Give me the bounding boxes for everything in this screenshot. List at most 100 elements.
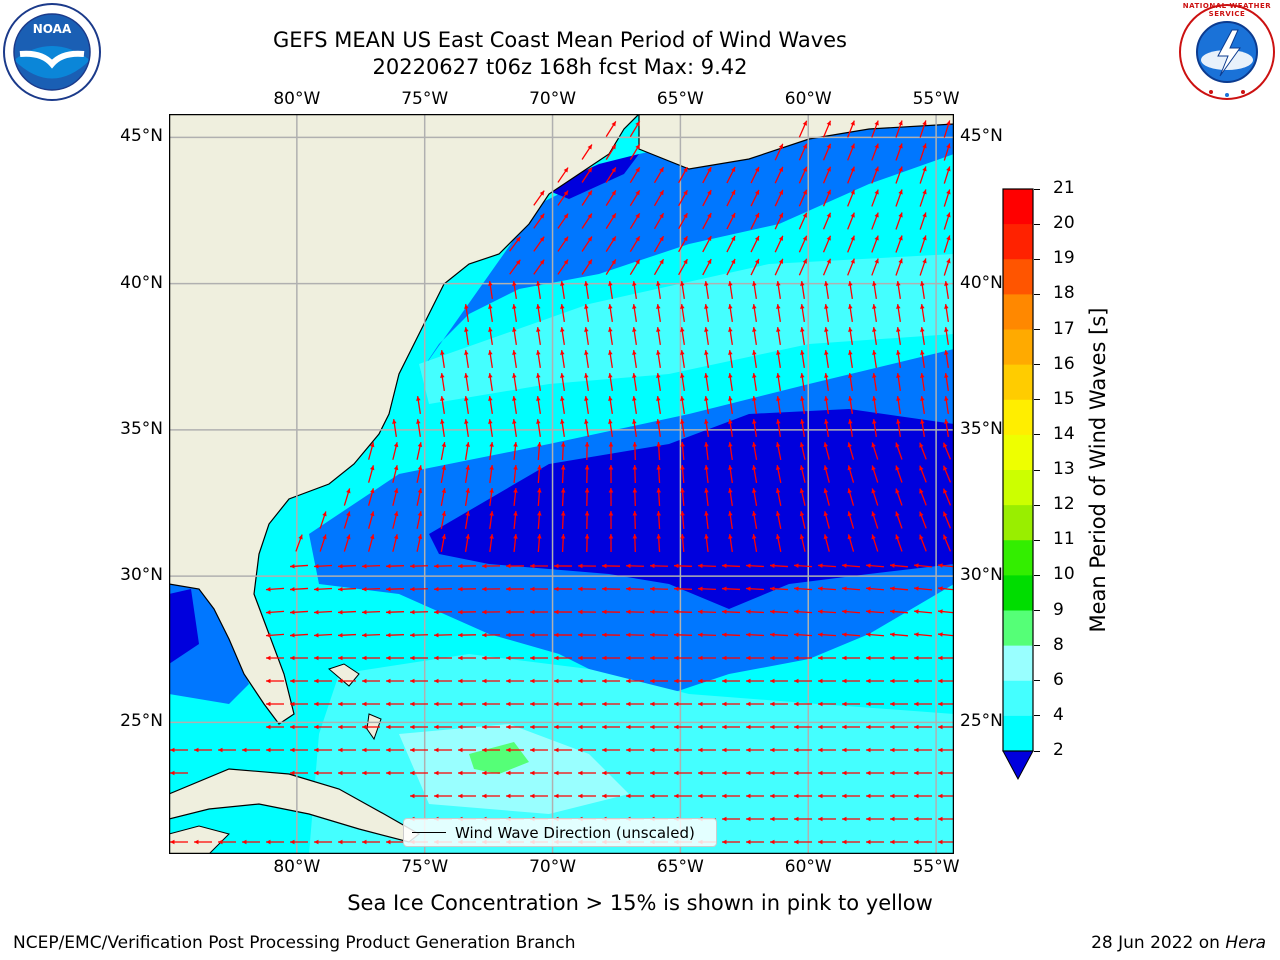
direction-arrow [943,120,951,138]
direction-arrow [289,564,309,569]
colorbar-tick-9: 9 [1053,599,1064,620]
direction-arrow [194,839,212,845]
colorbar-band-10 [1003,540,1033,576]
direction-arrow [464,396,469,414]
direction-arrow [728,304,733,322]
direction-arrow [608,419,613,437]
direction-arrow [865,632,885,637]
direction-arrow [605,144,617,160]
direction-arrow [800,281,805,299]
direction-arrow [458,724,476,730]
colorbar-band-14 [1003,680,1033,717]
direction-arrow [629,235,641,253]
direction-arrow [533,259,545,275]
direction-arrow [680,510,685,530]
direction-arrow [537,464,542,484]
direction-arrow [704,396,709,414]
direction-arrow [889,609,909,614]
lat-label-left-4: 25°N [120,711,163,732]
colorbar-tick-2: 2 [1053,740,1064,760]
direction-arrow [895,143,903,161]
direction-arrow [488,281,493,299]
direction-arrow [944,304,949,322]
direction-arrow [895,235,903,253]
direction-arrow [673,586,693,592]
direction-arrow [800,419,805,437]
direction-arrow [434,678,452,684]
lat-label-right-1: 40°N [960,272,1003,293]
direction-arrow [794,839,812,845]
direction-arrow [626,724,644,730]
direction-arrow [728,465,733,483]
direction-arrow [529,586,549,592]
direction-arrow [416,488,423,506]
direction-arrow [698,655,716,661]
direction-arrow [722,701,740,707]
direction-arrow [289,633,309,638]
direction-arrow [823,534,830,552]
direction-arrow [509,236,521,252]
direction-arrow [769,586,789,591]
direction-arrow [800,350,805,368]
colorbar-tick-17: 17 [1053,318,1075,339]
wind-wave-period-map [169,114,954,854]
direction-arrow [601,563,621,569]
direction-arrow [895,212,903,230]
direction-arrow [632,510,638,530]
direction-arrow [824,350,829,368]
direction-arrow [895,488,903,506]
direction-arrow [481,632,501,638]
direction-arrow [871,166,879,184]
direction-arrow [464,488,470,506]
direction-arrow [751,442,758,460]
direction-arrow [914,816,932,822]
direction-arrow [823,488,830,506]
direction-arrow [919,534,927,552]
lon-label-top-2: 70°W [529,89,577,109]
direction-arrow [798,189,808,207]
direction-arrow [895,189,903,207]
direction-arrow [512,281,517,299]
direction-arrow [554,701,572,707]
direction-arrow [822,258,832,276]
direction-arrow [841,586,861,591]
direction-arrow [702,235,712,253]
direction-arrow [824,281,829,299]
direction-arrow [608,350,613,368]
direction-arrow [678,166,688,184]
direction-arrow [513,441,518,461]
direction-arrow [649,586,669,592]
direction-arrow [847,442,855,460]
direction-arrow [581,236,593,252]
direction-arrow [489,510,494,530]
direction-arrow [512,396,517,414]
direction-arrow [313,586,333,592]
direction-arrow [818,655,836,661]
direction-arrow [512,350,517,368]
direction-arrow [799,442,806,460]
colorbar-tick-13: 13 [1053,459,1075,479]
direction-arrow [489,441,494,461]
direction-arrow [866,724,884,730]
direction-arrow [944,281,949,299]
lon-label-top-4: 60°W [784,89,832,109]
direction-arrow [872,396,877,414]
direction-arrow [289,587,309,592]
direction-arrow [913,586,933,591]
direction-arrow [505,586,525,592]
direction-arrow [482,678,500,684]
direction-arrow [889,586,909,591]
direction-arrow [798,235,808,253]
direction-arrow [656,327,661,345]
direction-arrow [656,373,661,391]
direction-arrow [890,701,908,707]
direction-arrow [774,235,784,253]
direction-arrow [601,609,621,615]
direction-arrow [533,213,545,229]
lon-label-bottom-1: 75°W [401,857,449,877]
direction-arrow [817,563,837,568]
direction-arrow [506,793,524,799]
colorbar-tick-11: 11 [1053,529,1075,550]
direction-arrow [506,770,524,776]
direction-arrow [770,701,788,707]
